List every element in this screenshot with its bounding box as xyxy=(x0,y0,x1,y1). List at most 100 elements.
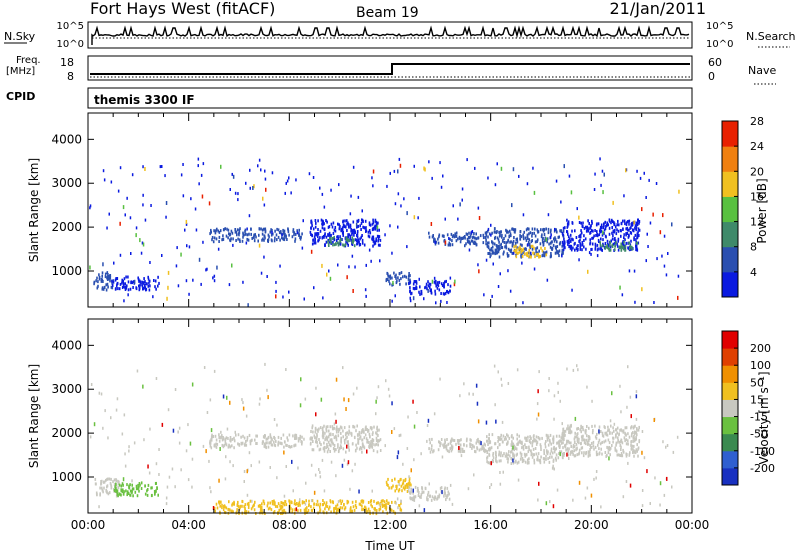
data-point xyxy=(513,236,515,239)
data-point xyxy=(537,436,540,439)
data-point xyxy=(624,238,626,242)
data-point xyxy=(636,169,638,173)
data-point xyxy=(548,377,550,380)
y-tick-label: 1000 xyxy=(51,470,82,484)
data-point xyxy=(333,444,336,447)
data-point xyxy=(288,176,290,180)
data-point xyxy=(611,226,613,229)
data-point xyxy=(286,238,288,241)
data-point xyxy=(572,238,574,242)
data-point xyxy=(237,237,239,241)
data-point xyxy=(500,242,502,246)
cpid-value: themis 3300 IF xyxy=(94,93,195,107)
data-point xyxy=(282,433,285,437)
data-point xyxy=(254,438,256,442)
scatter-band xyxy=(327,235,356,248)
data-point xyxy=(132,494,134,498)
data-point xyxy=(97,280,99,284)
data-point xyxy=(515,250,517,254)
data-point xyxy=(389,274,392,278)
data-point xyxy=(547,443,550,447)
data-point xyxy=(326,220,328,224)
data-point xyxy=(447,442,450,446)
data-point xyxy=(425,285,427,289)
scatter-band xyxy=(385,271,411,287)
data-point xyxy=(442,292,445,296)
data-point xyxy=(614,237,616,240)
data-point xyxy=(571,449,573,453)
data-point xyxy=(252,186,254,190)
data-point xyxy=(595,476,597,480)
data-point xyxy=(440,282,443,286)
data-point xyxy=(533,458,535,462)
data-point xyxy=(375,412,377,416)
data-point xyxy=(598,438,601,442)
data-point xyxy=(96,492,98,496)
data-point xyxy=(440,442,442,446)
data-point xyxy=(282,501,285,505)
data-point xyxy=(495,454,497,458)
data-point xyxy=(113,261,115,265)
data-point xyxy=(511,203,513,208)
data-point xyxy=(449,447,451,451)
data-point xyxy=(471,230,474,233)
data-point xyxy=(397,506,399,510)
scatter-band xyxy=(428,231,488,248)
data-point xyxy=(563,243,566,247)
data-point xyxy=(563,237,565,241)
data-point xyxy=(621,293,624,297)
data-point xyxy=(291,510,293,514)
data-point xyxy=(457,237,459,241)
data-point xyxy=(635,431,638,435)
data-point xyxy=(152,295,154,299)
data-point xyxy=(527,251,530,255)
data-point xyxy=(394,477,396,481)
data-point xyxy=(121,281,123,285)
data-point xyxy=(494,450,497,454)
data-point xyxy=(616,228,618,232)
data-point xyxy=(279,504,281,508)
data-point xyxy=(541,237,544,241)
velocity-colorbar-segment xyxy=(722,416,738,435)
data-point xyxy=(148,471,151,475)
data-point xyxy=(507,460,509,464)
data-point xyxy=(123,277,126,281)
data-point xyxy=(617,436,619,440)
data-point xyxy=(325,219,327,222)
data-point xyxy=(572,443,575,447)
data-point xyxy=(129,483,131,487)
data-point xyxy=(352,165,355,169)
data-point xyxy=(630,247,632,251)
data-point xyxy=(327,435,330,439)
data-point xyxy=(546,436,549,440)
data-point xyxy=(591,221,593,225)
data-point xyxy=(218,240,220,243)
data-point xyxy=(525,228,528,232)
data-point xyxy=(358,240,360,244)
data-point xyxy=(330,188,332,192)
data-point xyxy=(215,228,217,232)
data-point xyxy=(611,218,613,222)
data-point xyxy=(356,232,359,236)
data-point xyxy=(325,429,328,433)
data-point xyxy=(243,233,245,237)
data-point xyxy=(122,492,125,496)
data-point xyxy=(544,445,547,449)
data-point xyxy=(285,465,287,468)
data-point xyxy=(436,283,438,287)
data-point xyxy=(526,251,529,255)
data-point xyxy=(561,231,564,235)
data-point xyxy=(545,440,547,443)
data-point xyxy=(266,504,269,508)
data-point xyxy=(312,440,314,443)
data-point xyxy=(328,269,330,273)
data-point xyxy=(659,230,662,235)
data-point xyxy=(629,231,632,234)
data-point xyxy=(494,236,496,240)
data-point xyxy=(264,434,266,437)
data-point xyxy=(281,233,283,237)
data-point xyxy=(341,506,344,510)
data-point xyxy=(306,510,309,514)
data-point xyxy=(404,479,406,483)
data-point xyxy=(263,255,265,259)
